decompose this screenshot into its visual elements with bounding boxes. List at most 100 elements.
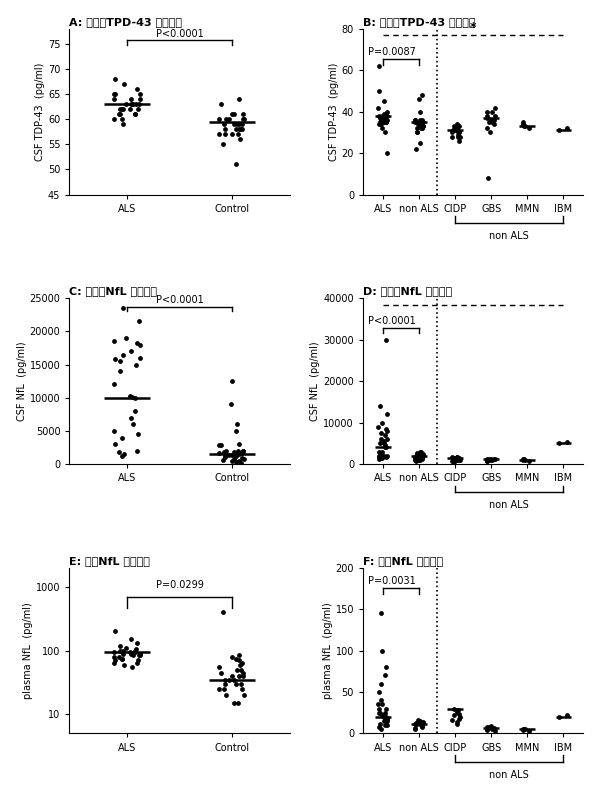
Point bbox=[418, 715, 428, 728]
Point bbox=[376, 678, 385, 690]
Point bbox=[562, 709, 572, 722]
Point bbox=[126, 345, 136, 358]
Point bbox=[416, 718, 426, 730]
Point bbox=[417, 122, 427, 134]
Text: A: 脉脸液TPD-43 探索队列: A: 脉脸液TPD-43 探索队列 bbox=[70, 17, 182, 26]
Point bbox=[453, 704, 463, 717]
Point bbox=[376, 607, 386, 620]
Point bbox=[229, 453, 238, 466]
Point bbox=[220, 450, 230, 462]
Point bbox=[237, 452, 247, 465]
Point bbox=[227, 449, 237, 462]
Point bbox=[412, 448, 422, 461]
Point bbox=[115, 446, 124, 458]
Point bbox=[380, 111, 390, 124]
Point bbox=[220, 674, 230, 686]
Text: non ALS: non ALS bbox=[490, 770, 529, 780]
Point bbox=[220, 123, 230, 136]
Point bbox=[449, 453, 459, 466]
Point bbox=[224, 113, 233, 126]
Point bbox=[109, 646, 118, 658]
Point bbox=[415, 714, 425, 727]
Point bbox=[418, 116, 428, 129]
Point bbox=[110, 425, 119, 438]
Point bbox=[416, 446, 426, 459]
Point bbox=[133, 337, 142, 350]
Point bbox=[220, 678, 230, 690]
Point bbox=[554, 437, 564, 450]
Point bbox=[118, 348, 128, 361]
Point bbox=[227, 650, 236, 663]
Point bbox=[520, 723, 530, 736]
Point bbox=[490, 118, 499, 130]
Point bbox=[449, 120, 459, 133]
Point bbox=[454, 707, 463, 720]
Point bbox=[220, 128, 230, 141]
Point bbox=[374, 686, 383, 698]
Point bbox=[135, 649, 145, 662]
Point bbox=[380, 429, 390, 442]
Point bbox=[562, 436, 572, 449]
Point bbox=[237, 447, 247, 460]
Point bbox=[381, 710, 391, 723]
Text: P<0.0001: P<0.0001 bbox=[368, 317, 416, 326]
Point bbox=[482, 111, 492, 124]
Point bbox=[239, 452, 249, 465]
Point bbox=[224, 448, 233, 461]
Point bbox=[482, 724, 491, 737]
Point bbox=[417, 89, 427, 102]
Point bbox=[416, 114, 425, 126]
Point bbox=[381, 116, 391, 129]
Point bbox=[524, 122, 534, 134]
Point bbox=[488, 116, 497, 129]
Point bbox=[518, 118, 528, 130]
Point bbox=[489, 722, 499, 734]
Point bbox=[417, 118, 427, 130]
Point bbox=[454, 454, 464, 466]
Point bbox=[110, 73, 120, 86]
Point bbox=[377, 416, 386, 429]
Text: P=0.0299: P=0.0299 bbox=[155, 579, 203, 590]
Point bbox=[130, 108, 139, 121]
Point bbox=[452, 706, 462, 718]
Point bbox=[412, 122, 422, 134]
Point bbox=[110, 113, 119, 126]
Point bbox=[449, 451, 459, 464]
Point bbox=[118, 113, 127, 126]
Point bbox=[484, 116, 494, 129]
Point bbox=[376, 447, 386, 460]
Point bbox=[125, 102, 135, 115]
Point bbox=[135, 93, 145, 106]
Point bbox=[524, 454, 534, 467]
Point bbox=[554, 710, 564, 723]
Point bbox=[118, 302, 128, 314]
Point bbox=[374, 445, 383, 458]
Point bbox=[379, 710, 389, 723]
Point bbox=[374, 60, 383, 73]
Point bbox=[373, 420, 383, 433]
Point bbox=[520, 454, 530, 466]
Point bbox=[380, 439, 389, 452]
Point bbox=[130, 108, 139, 121]
Text: E: 血液NfL 探索队列: E: 血液NfL 探索队列 bbox=[70, 555, 150, 566]
Point bbox=[416, 452, 425, 465]
Point bbox=[237, 118, 247, 130]
Point bbox=[376, 118, 386, 130]
Point bbox=[410, 114, 419, 126]
Point bbox=[116, 639, 125, 652]
Point bbox=[454, 454, 463, 466]
Point bbox=[233, 128, 243, 141]
Point bbox=[220, 450, 230, 463]
Point bbox=[119, 448, 128, 461]
Point bbox=[235, 118, 244, 130]
Y-axis label: CSF NfL  (pg/ml): CSF NfL (pg/ml) bbox=[17, 342, 26, 421]
Point bbox=[381, 334, 391, 346]
Point bbox=[449, 455, 459, 468]
Point bbox=[379, 714, 389, 727]
Point bbox=[121, 332, 131, 345]
Point bbox=[415, 454, 424, 466]
Point bbox=[410, 722, 419, 734]
Point bbox=[382, 712, 392, 725]
Point bbox=[115, 644, 125, 657]
Point bbox=[377, 709, 386, 722]
